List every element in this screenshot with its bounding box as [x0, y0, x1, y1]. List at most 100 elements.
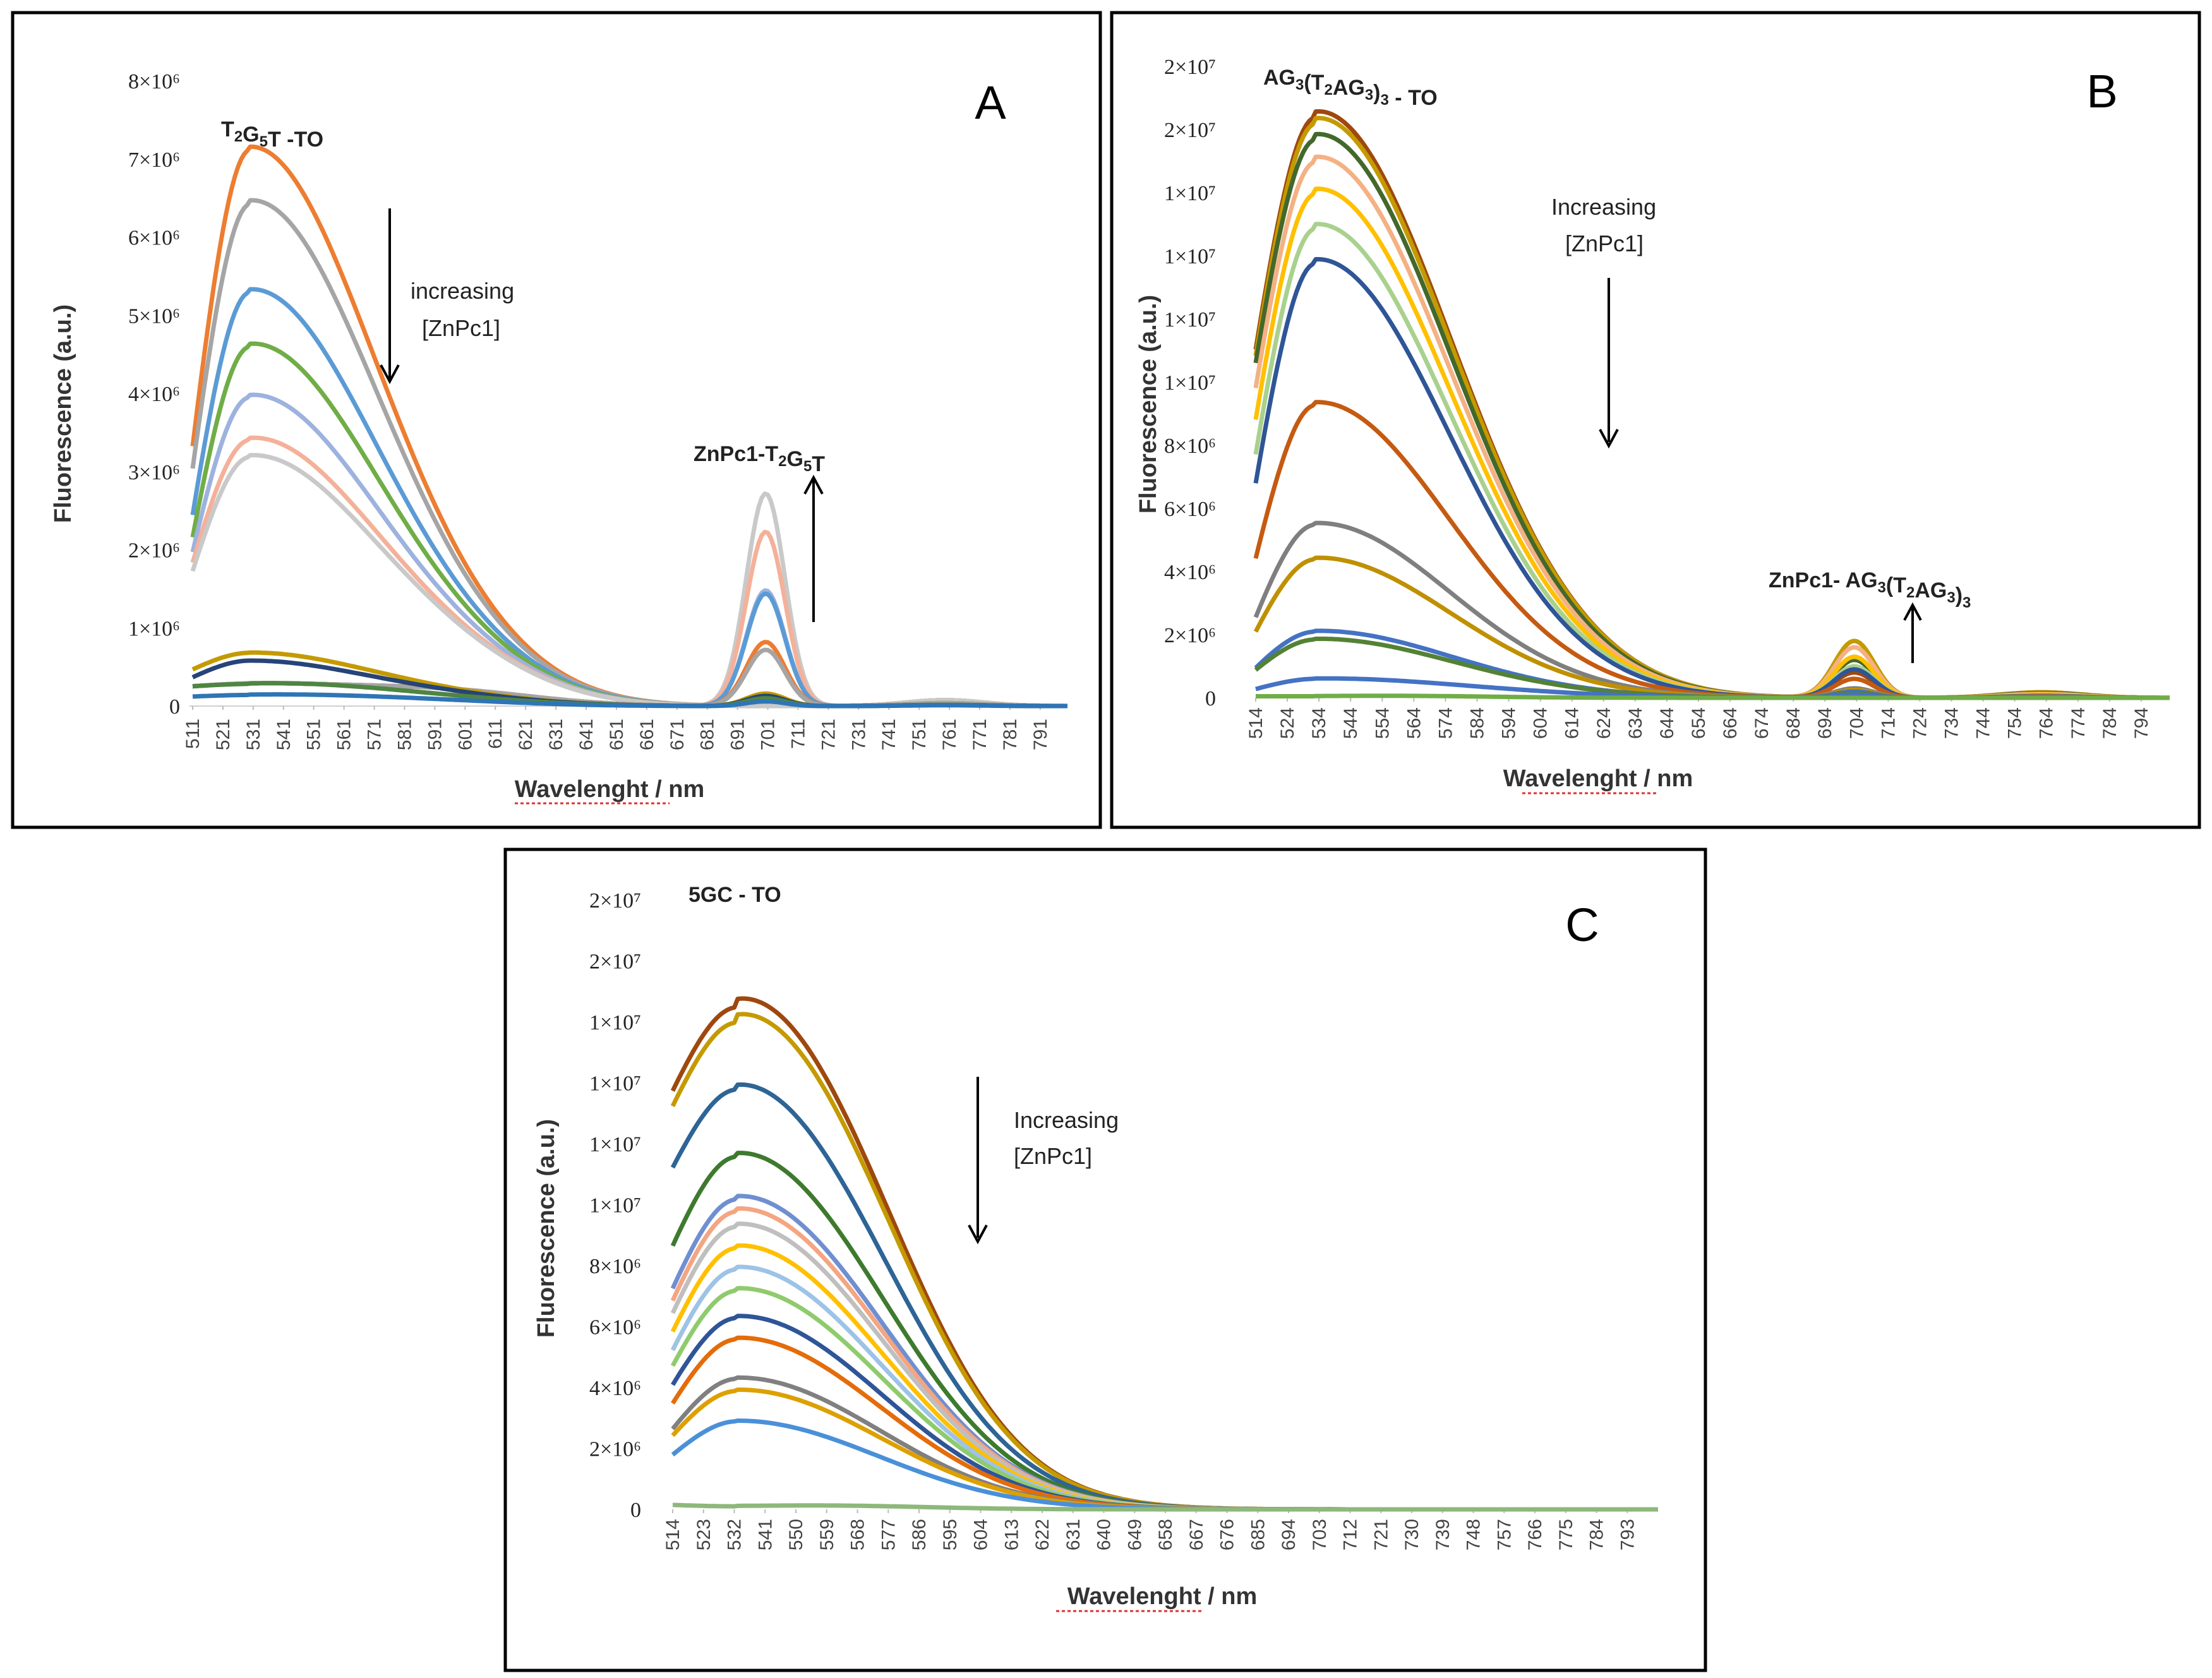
panel-a-series — [190, 144, 1067, 709]
panel-b-xtick-label: 604 — [1530, 707, 1551, 739]
panel-c-xtick-label: 514 — [663, 1519, 683, 1550]
panel-c-ytick-label: 1×10⁷ — [589, 1194, 641, 1218]
panel-a-xtick-label: 511 — [183, 719, 203, 749]
panel-b-xtick-label: 654 — [1688, 707, 1709, 739]
panel-b-ytick-label: 8×10⁶ — [1164, 434, 1216, 458]
panel-a-xtick-label: 561 — [334, 719, 355, 750]
panel-b-xtick-label: 534 — [1309, 707, 1330, 739]
panel-b-up-arrow-head — [1903, 602, 1922, 621]
panel-b-xtick-label: 644 — [1657, 707, 1678, 739]
panel-b-x-axis-title: Wavelenght / nm — [1503, 765, 1693, 792]
panel-b-ytick-label: 1×10⁷ — [1164, 371, 1216, 395]
panel-a-xtick-label: 731 — [848, 719, 869, 750]
panel-b-xtick-label: 624 — [1594, 707, 1614, 739]
panel-c-xtick-label: 739 — [1433, 1519, 1453, 1550]
panel-c: 0 2×10⁶ 4×10⁶ 6×10⁶ 8×10⁶ 1×10⁷ 1×10⁷ 1×10⁷ 1×10… — [503, 848, 1707, 1672]
panel-b-xtick-label: 724 — [1909, 707, 1930, 739]
panel-c-arrow-label-line2: [ZnPc1] — [1014, 1143, 1092, 1169]
panel-a-xtick-label: 771 — [970, 719, 990, 750]
panel-c-ytick-label: 1×10⁷ — [589, 1072, 641, 1096]
panel-a-xtick-label: 631 — [546, 719, 567, 750]
panel-a-ytick-label: 4×10⁶ — [128, 383, 180, 406]
panel-a-xtick-label: 521 — [213, 719, 234, 750]
panel-c-xtick-label: 595 — [940, 1519, 961, 1550]
panel-b-ytick-label: 1×10⁷ — [1164, 245, 1216, 268]
panel-c-xtick-label: 622 — [1032, 1519, 1053, 1550]
panel-c-xtick-label: 649 — [1124, 1519, 1145, 1550]
panel-b-series — [1253, 109, 2170, 700]
panel-b-ytick-label: 2×10⁶ — [1164, 624, 1216, 647]
panel-c-ytick-label: 8×10⁶ — [589, 1255, 641, 1278]
panel-a-xtick-label: 551 — [304, 719, 325, 750]
panel-c-xtick-label: 667 — [1186, 1519, 1207, 1550]
panel-b-y-ticks: 0 2×10⁶ 4×10⁶ 6×10⁶ 8×10⁶ 1×10⁷ 1×10⁷ 1×10⁷ 1×10… — [1164, 56, 1216, 710]
panel-a-arrow-label-line1: increasing — [411, 278, 514, 304]
panel-b-label: B — [2086, 65, 2117, 117]
panel-a-xtick-label: 661 — [637, 719, 658, 750]
panel-b-ytick-label: 0 — [1205, 687, 1216, 710]
panel-b-xtick-label: 704 — [1846, 707, 1867, 739]
panel-c-xtick-label: 559 — [817, 1519, 838, 1550]
panel-b-xtick-label: 524 — [1277, 707, 1298, 739]
panel-b-frame — [1110, 11, 2201, 829]
panel-a-xtick-label: 711 — [788, 719, 808, 749]
panel-a-ytick-label: 1×10⁶ — [128, 617, 180, 640]
panel-c-xtick-label: 730 — [1402, 1519, 1422, 1550]
panel-c-xtick-label: 775 — [1556, 1519, 1577, 1550]
panel-b-xtick-label: 754 — [2005, 707, 2026, 739]
panel-c-xtick-label: 793 — [1617, 1519, 1638, 1550]
panel-c-xtick-label: 685 — [1247, 1519, 1268, 1550]
panel-b-ytick-label: 1×10⁷ — [1164, 182, 1216, 205]
panel-a-xtick-label: 701 — [758, 719, 779, 750]
panel-c-xtick-label: 550 — [786, 1519, 807, 1550]
panel-b-ytick-label: 1×10⁷ — [1164, 308, 1216, 332]
panel-b-ytick-label: 6×10⁶ — [1164, 498, 1216, 521]
panel-b-xtick-label: 564 — [1404, 707, 1424, 739]
panel-c-xtick-label: 640 — [1094, 1519, 1115, 1550]
panel-b-arrow-label-line2: [ZnPc1] — [1565, 231, 1644, 256]
panel-a-ytick-label: 0 — [169, 695, 180, 719]
panel-c-xtick-label: 784 — [1587, 1519, 1608, 1550]
panel-c-xtick-label: 613 — [1001, 1519, 1022, 1550]
panel-c-xtick-label: 523 — [694, 1519, 714, 1550]
panel-c-xtick-label: 604 — [971, 1519, 992, 1550]
panel-a-xtick-label: 581 — [394, 719, 415, 750]
panel-a: 0 1×10⁶ 2×10⁶ 3×10⁶ 4×10⁶ 5×10⁶ 6×10⁶ 7×10⁶ 8×10… — [11, 11, 1102, 829]
panel-c-ytick-label: 1×10⁷ — [589, 1011, 641, 1034]
panel-a-xtick-label: 571 — [364, 719, 385, 750]
panel-c-x-ticks: 514 523 532 541 550 559 568 577 586 595 604 613 622 6… — [663, 1509, 1638, 1550]
panel-b-xtick-label: 544 — [1340, 707, 1361, 739]
panel-a-xtick-label: 791 — [1030, 719, 1051, 750]
panel-a-ytick-label: 8×10⁶ — [128, 70, 180, 93]
panel-b-complex-label: ZnPc1- AG3(T2AG3)3 — [1769, 568, 1971, 611]
panel-a-xtick-label: 751 — [909, 719, 930, 750]
panel-b-ytick-label: 2×10⁷ — [1164, 119, 1216, 142]
panel-a-xtick-label: 601 — [455, 719, 476, 750]
panel-b-down-arrow-head — [1599, 429, 1619, 449]
panel-a-y-ticks: 0 1×10⁶ 2×10⁶ 3×10⁶ 4×10⁶ 5×10⁶ 6×10⁶ 7×10⁶ 8×10… — [128, 70, 180, 719]
panel-a-series-line-s7 — [190, 453, 1067, 709]
panel-c-xtick-label: 541 — [755, 1519, 776, 1550]
panel-c-title: 5GC - TO — [688, 883, 781, 907]
panel-b-xtick-label: 764 — [2036, 707, 2057, 739]
panel-a-complex-label: ZnPc1-T2G5T — [694, 442, 825, 476]
panel-c-xtick-label: 631 — [1063, 1519, 1084, 1550]
panel-c-x-axis-title: Wavelenght / nm — [1067, 1583, 1258, 1610]
panel-b-xtick-label: 664 — [1720, 707, 1741, 739]
panel-c-y-ticks: 0 2×10⁶ 4×10⁶ 6×10⁶ 8×10⁶ 1×10⁷ 1×10⁷ 1×10⁷ 1×10… — [589, 889, 641, 1522]
panel-b-xtick-label: 554 — [1372, 707, 1393, 739]
panel-c-xtick-label: 694 — [1278, 1519, 1299, 1550]
panel-a-xtick-label: 681 — [697, 719, 718, 750]
panel-c-ytick-label: 2×10⁶ — [589, 1438, 641, 1461]
panel-c-series-line-s16 — [672, 1502, 1658, 1512]
panel-b-xtick-label: 694 — [1815, 707, 1836, 739]
panel-b-xtick-label: 674 — [1752, 707, 1772, 739]
panel-c-xtick-label: 586 — [909, 1519, 930, 1550]
panel-a-x-ticks: 511 521 531 541 551 561 571 581 591 601 611 621 631 6… — [183, 706, 1051, 750]
panel-c-frame — [503, 848, 1707, 1672]
panel-a-arrow-label-line2: [ZnPc1] — [422, 315, 500, 341]
panel-c-xtick-label: 658 — [1155, 1519, 1176, 1550]
panel-a-up-arrow-head — [803, 474, 824, 494]
panel-b-xtick-label: 714 — [1878, 707, 1899, 739]
